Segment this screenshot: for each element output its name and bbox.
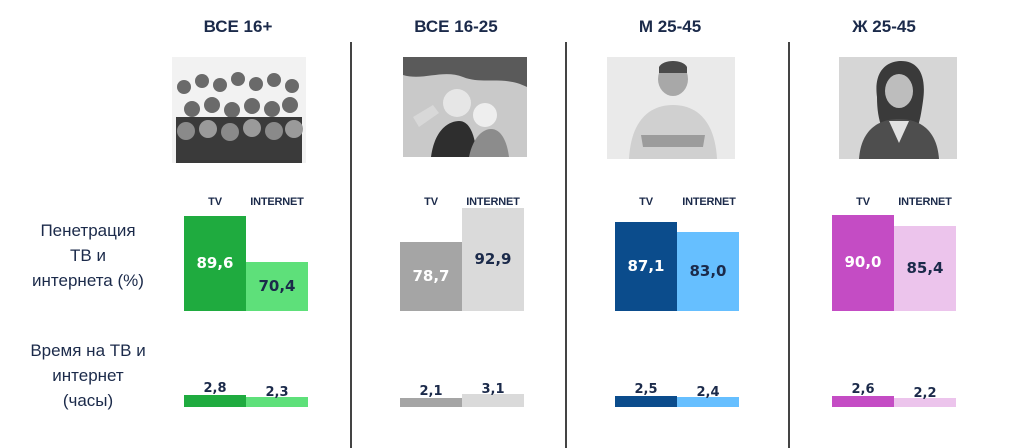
time-label-line-3: (часы)	[62, 391, 114, 410]
hours-internet-value: 2,4	[696, 385, 720, 400]
penetration-label-line-3: интернета (%)	[32, 271, 144, 290]
hours-tv-value: 2,8	[203, 381, 227, 396]
penetration-internet-bar	[677, 232, 739, 311]
internet-column-header: INTERNET	[898, 196, 952, 208]
hours-tv-value: 2,5	[634, 382, 658, 397]
penetration-tv-bar	[615, 222, 677, 311]
penetration-label-line-1: Пенетрация	[40, 221, 136, 240]
penetration-tv-value: 78,7	[412, 266, 450, 285]
hours-internet-value: 2,2	[913, 386, 937, 401]
segment-title-all16-25: ВСЕ 16-25	[414, 17, 498, 36]
hours-tv-bar	[615, 396, 677, 407]
penetration-tv-bar	[832, 215, 894, 311]
penetration-internet-value: 92,9	[474, 249, 512, 268]
hours-internet-bar	[462, 394, 524, 407]
segment-divider	[565, 42, 567, 448]
penetration-tv-value: 89,6	[196, 253, 234, 272]
hours-internet-value: 2,3	[265, 385, 289, 400]
penetration-label-line-2: ТВ и	[70, 246, 106, 265]
crowd-photo	[172, 57, 306, 163]
segment-divider	[788, 42, 790, 448]
hours-tv-bar	[832, 396, 894, 407]
segment-title-f25-45: Ж 25-45	[852, 17, 916, 36]
internet-column-header: INTERNET	[466, 196, 520, 208]
penetration-tv-bar	[184, 216, 246, 311]
internet-column-header: INTERNET	[682, 196, 736, 208]
time-label-line-1: Время на ТВ и	[30, 341, 146, 360]
smiling-woman-photo	[839, 57, 957, 159]
tv-column-header: TV	[856, 196, 870, 208]
time-row-label: Время на ТВ и интернет (часы)	[0, 338, 176, 413]
tv-column-header: TV	[639, 196, 653, 208]
hours-internet-value: 3,1	[481, 382, 505, 397]
hours-tv-bar	[400, 398, 462, 407]
penetration-row-label: Пенетрация ТВ и интернета (%)	[0, 218, 176, 293]
penetration-internet-bar	[462, 208, 524, 311]
segment-divider	[350, 42, 352, 448]
penetration-tv-value: 87,1	[627, 256, 665, 275]
internet-column-header: INTERNET	[250, 196, 304, 208]
time-label-line-2: интернет	[52, 366, 124, 385]
penetration-internet-value: 83,0	[689, 261, 727, 280]
smiling-man-photo	[607, 57, 735, 159]
selfie-couple-photo	[403, 57, 527, 157]
tv-column-header: TV	[424, 196, 438, 208]
hours-internet-bar	[246, 397, 308, 407]
tv-column-header: TV	[208, 196, 222, 208]
hours-tv-value: 2,6	[851, 382, 875, 397]
hours-internet-bar	[677, 397, 739, 407]
segment-title-all16: ВСЕ 16+	[203, 17, 273, 36]
penetration-internet-value: 70,4	[258, 276, 296, 295]
hours-tv-value: 2,1	[419, 384, 443, 399]
penetration-internet-value: 85,4	[906, 258, 944, 277]
penetration-internet-bar	[246, 262, 308, 311]
penetration-tv-value: 90,0	[844, 253, 882, 271]
hours-tv-bar	[184, 395, 246, 407]
hours-internet-bar	[894, 398, 956, 407]
penetration-internet-bar	[894, 226, 956, 311]
penetration-tv-bar	[400, 242, 462, 311]
segment-title-m25-45: М 25-45	[638, 17, 702, 36]
